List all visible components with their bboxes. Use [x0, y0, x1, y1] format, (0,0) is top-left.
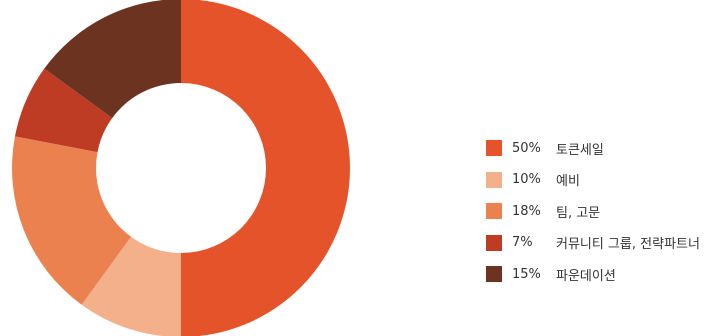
legend-label: 파운데이션 [556, 268, 616, 284]
legend-swatch [486, 203, 502, 219]
donut-slice-1 [81, 236, 181, 336]
legend-label: 토큰세일 [556, 142, 604, 158]
legend-percent: 50% [512, 140, 541, 156]
legend-swatch [486, 140, 502, 156]
legend-item-reserve: 10% 예비 [486, 170, 700, 190]
donut-slice-2 [11, 136, 132, 305]
donut-slice-0 [181, 0, 350, 336]
chart-legend: 50% 토큰세일 10% 예비 18% 팀, 고문 7% 커뮤니티 그룹, 전략… [486, 138, 700, 296]
legend-item-team-advisors: 18% 팀, 고문 [486, 201, 700, 221]
legend-percent: 7% [512, 235, 533, 250]
legend-item-community-partners: 7% 커뮤니티 그룹, 전략파트너 [486, 233, 700, 253]
donut-slice-4 [44, 0, 181, 119]
legend-swatch [486, 234, 502, 251]
legend-swatch [486, 266, 502, 282]
legend-percent: 18% [512, 203, 541, 219]
donut-slice-3 [14, 68, 113, 153]
legend-label: 팀, 고문 [556, 205, 601, 221]
legend-label: 커뮤니티 그룹, 전략파트너 [556, 237, 700, 252]
legend-label: 예비 [556, 174, 580, 189]
legend-swatch [486, 171, 502, 188]
legend-item-foundation: 15% 파운데이션 [486, 264, 700, 284]
legend-item-token-sale: 50% 토큰세일 [486, 138, 700, 158]
legend-percent: 15% [512, 266, 541, 282]
legend-percent: 10% [512, 172, 541, 187]
